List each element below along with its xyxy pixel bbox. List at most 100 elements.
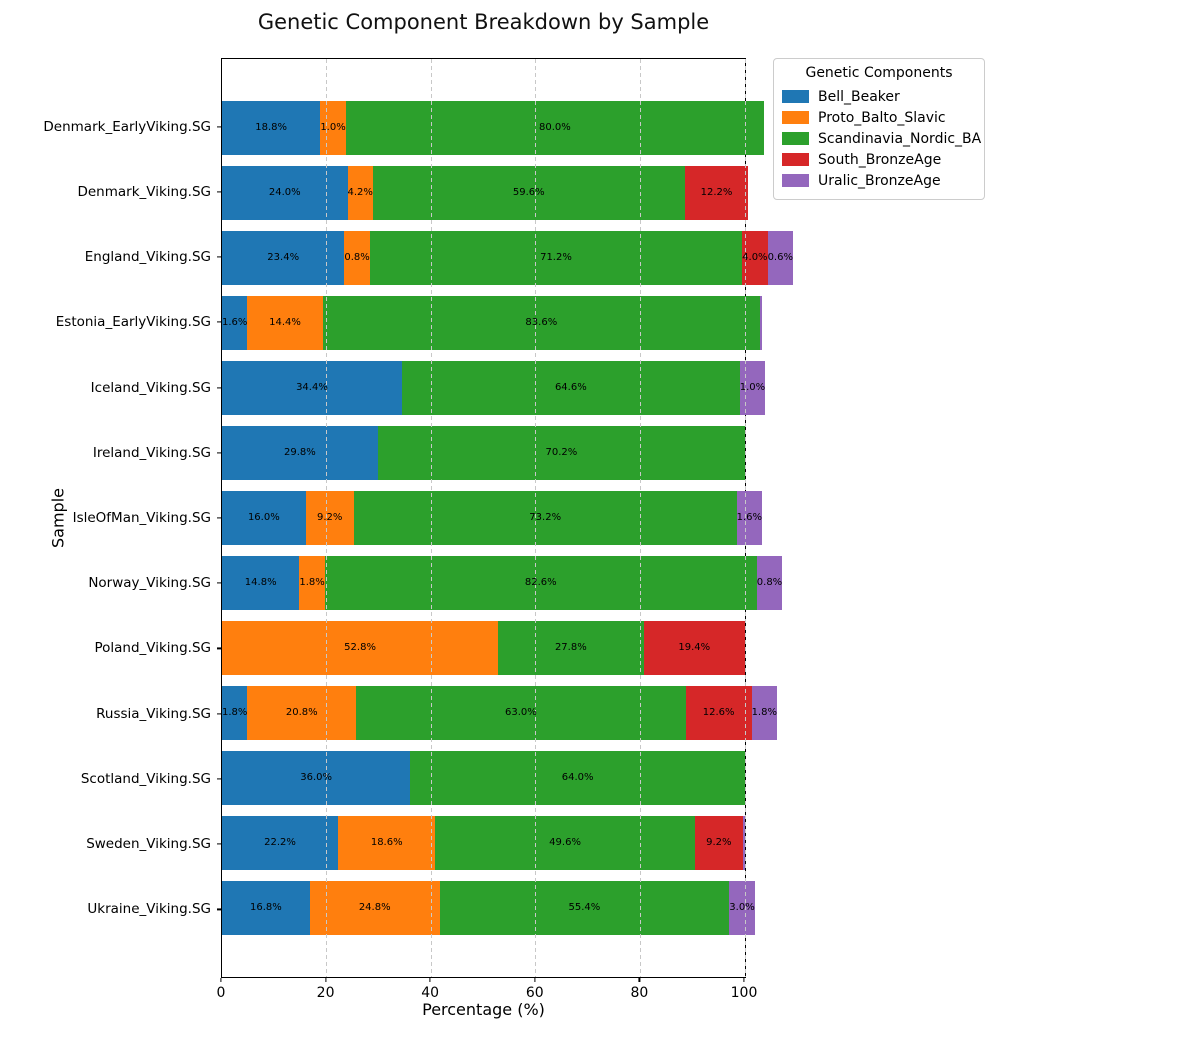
bar-segment: 1.8% <box>222 686 248 741</box>
y-tick-label: Estonia_EarlyViking.SG <box>55 314 211 331</box>
bar-segment: 64.6% <box>401 360 740 415</box>
bars-container: 18.8% 1.0% 80.0% 24.0% 4.2% 59.6% 12.2% 23.4% 0.… <box>222 59 793 977</box>
x-tick-mark <box>534 978 536 982</box>
legend-swatch <box>782 153 809 166</box>
bar-segment: 73.2% <box>353 491 737 545</box>
stacked-bar: 29.8% 70.2% <box>222 425 745 480</box>
legend-title: Genetic Components <box>805 65 953 81</box>
bar-segment: 63.0% <box>356 686 686 741</box>
bar-segment: 14.8% <box>222 556 300 611</box>
y-tick-label: Russia_Viking.SG <box>96 705 211 722</box>
stacked-bar: 16.0% 9.2% 73.2% 1.6% <box>222 491 763 545</box>
bar-segment: 34.4% <box>222 360 402 415</box>
chart-title: Genetic Component Breakdown by Sample <box>257 10 710 34</box>
bar-segment: 71.2% <box>369 230 743 285</box>
bar-segment: 22.2% <box>222 816 339 871</box>
legend-item: Proto_Balto_Slavic <box>782 107 976 128</box>
bar-segment: 20.8% <box>247 686 357 741</box>
bar-segment: 24.8% <box>309 881 440 936</box>
bar-segment-label: 4.0% <box>742 251 768 263</box>
bar-segment-label: 82.6% <box>524 577 557 589</box>
stacked-bar: 16.8% 24.8% 55.4% 3.0% <box>222 881 755 936</box>
bar-segment: 18.8% <box>222 100 321 155</box>
y-tick-label: Denmark_EarlyViking.SG <box>43 118 211 135</box>
y-tick-mark <box>217 191 221 193</box>
y-tick-mark <box>217 582 221 584</box>
bar-segment: 1.6% <box>736 491 763 545</box>
x-tick-label: 60 <box>525 985 544 1001</box>
y-tick-mark <box>217 908 221 910</box>
bar-row: 14.8% 1.8% 82.6% 0.8% <box>222 551 783 616</box>
bar-segment: 14.4% <box>247 295 323 350</box>
gridline <box>639 59 641 977</box>
bar-row: 24.0% 4.2% 59.6% 12.2% <box>222 160 749 225</box>
bar-segment: 18.6% <box>338 816 436 871</box>
bar-segment-label: 73.2% <box>529 512 562 523</box>
y-tick-mark <box>217 452 221 454</box>
bar-segment: 80.0% <box>345 100 765 155</box>
bar-segment: 52.8% <box>222 621 499 676</box>
legend-label: Uralic_BronzeAge <box>818 172 941 189</box>
legend-swatch <box>782 111 809 124</box>
bar-segment-label: 1.8% <box>751 707 777 719</box>
bar-segment: 0.8% <box>756 556 783 611</box>
y-tick-mark <box>217 713 221 715</box>
bar-segment <box>742 816 745 871</box>
bar-segment-label: 52.8% <box>344 642 376 654</box>
stacked-bar: 22.2% 18.6% 49.6% 9.2% <box>222 816 745 871</box>
bar-segment-label: 16.8% <box>250 902 282 914</box>
x-tick-label: 100 <box>730 985 758 1001</box>
x-tick-mark <box>743 978 745 982</box>
bar-segment-label: 18.8% <box>255 121 288 133</box>
gridline <box>744 59 746 977</box>
bar-segment-label: 14.8% <box>244 577 277 589</box>
bar-row: 52.8% 27.8% 19.4% <box>222 616 745 681</box>
bar-segment-label: 9.2% <box>317 512 343 523</box>
bar-segment-label: 64.6% <box>554 381 587 393</box>
gridline <box>535 59 537 977</box>
bar-segment-label: 12.6% <box>702 707 735 719</box>
y-tick-label: Ireland_Viking.SG <box>92 444 211 461</box>
bar-segment-label: 9.2% <box>706 837 732 849</box>
bar-segment: 12.2% <box>684 165 749 220</box>
bar-segment-label: 19.4% <box>678 642 711 654</box>
bar-segment: 1.8% <box>299 556 325 611</box>
stacked-bar: 1.6% 14.4% 83.6% <box>222 295 762 350</box>
y-tick-mark <box>217 778 221 780</box>
bar-segment-label: 0.8% <box>756 577 783 589</box>
bar-segment-label: 34.4% <box>296 381 328 393</box>
bar-segment-label: 16.0% <box>247 512 280 523</box>
y-tick-mark <box>217 647 221 650</box>
bar-segment: 16.0% <box>222 491 306 545</box>
bar-segment <box>759 295 762 350</box>
stacked-bar: 52.8% 27.8% 19.4% <box>222 621 745 676</box>
bar-segment: 82.6% <box>324 556 757 611</box>
bar-segment-label: 22.2% <box>264 837 296 849</box>
bar-segment-label: 1.0% <box>739 381 766 393</box>
bar-segment-label: 64.0% <box>561 772 594 784</box>
stacked-bar: 18.8% 1.0% 80.0% <box>222 100 765 155</box>
legend: Genetic Components Bell_Beaker Proto_Balt… <box>773 58 985 200</box>
bar-segment-label: 71.2% <box>540 251 572 263</box>
y-tick-label: England_Viking.SG <box>84 249 211 266</box>
gridline <box>430 59 432 977</box>
bar-segment-label: 3.0% <box>729 902 755 914</box>
x-tick-mark <box>638 978 640 982</box>
bar-row: 1.6% 14.4% 83.6% <box>222 290 762 355</box>
stacked-bar: 1.8% 20.8% 63.0% 12.6% 1.8% <box>222 686 777 741</box>
y-tick-label: IsleOfMan_Viking.SG <box>72 510 211 526</box>
y-tick-label: Scotland_Viking.SG <box>80 770 211 787</box>
bar-row: 29.8% 70.2% <box>222 420 745 485</box>
gridline <box>326 59 328 977</box>
bar-segment-label: 20.8% <box>285 707 318 719</box>
legend-swatch <box>782 174 809 187</box>
y-tick-mark <box>217 386 221 389</box>
bar-row: 16.8% 24.8% 55.4% 3.0% <box>222 876 755 941</box>
bar-segment-label: 1.6% <box>736 512 763 523</box>
bar-segment-label: 36.0% <box>300 772 333 784</box>
bar-segment: 12.6% <box>685 686 752 741</box>
bar-segment: 4.2% <box>347 165 373 220</box>
stacked-bar: 34.4% 64.6% 1.0% <box>222 360 766 415</box>
bar-segment-label: 70.2% <box>545 446 578 458</box>
